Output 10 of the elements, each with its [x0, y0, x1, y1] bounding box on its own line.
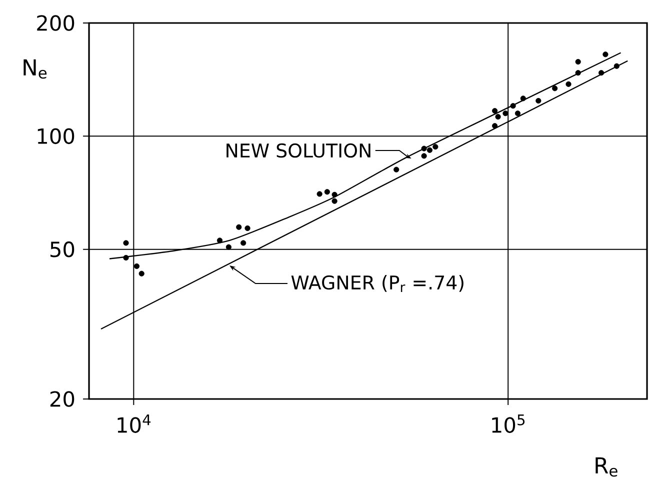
x-tick-label: 10$^{5}$: [492, 414, 525, 433]
y-tick-label: 100: [38, 128, 74, 144]
y-tick-label: 200: [37, 15, 74, 31]
x-tick-label: 10$^{4}$: [118, 414, 151, 433]
y-axis-title: N$_{e}$: [24, 59, 47, 79]
x-axis-title: R$_{e}$: [596, 457, 618, 477]
annotation: NEW SOLUTION: [226, 143, 370, 158]
annotation: WAGNER (P$_{r}$ =.74): [291, 275, 464, 292]
y-tick-label: 50: [50, 241, 74, 258]
y-tick-label: 20: [50, 391, 74, 407]
